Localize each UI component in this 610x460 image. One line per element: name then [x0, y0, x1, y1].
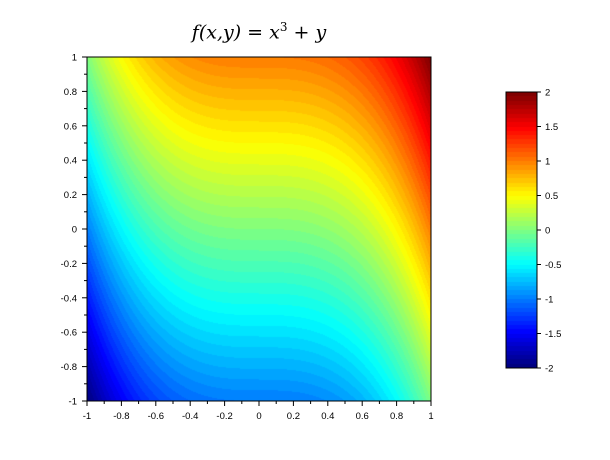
x-tick-label: 0.4: [321, 411, 334, 422]
y-tick-label: 1: [72, 53, 77, 64]
colorbar-tick-label: 1: [545, 157, 550, 168]
title-suffix: + y: [287, 21, 327, 44]
x-tick-label: -0.2: [216, 411, 232, 422]
y-tick-label: 0.6: [64, 121, 77, 132]
colorbar-tick-label: -1.5: [545, 329, 561, 340]
y-tick-label: 0: [72, 225, 77, 236]
y-tick-label: -0.4: [61, 293, 77, 304]
colorbar-tick-label: 2: [545, 88, 550, 99]
colorbar-tick-label: -1: [545, 295, 553, 306]
chart-title: f(x,y) = x3 + y: [0, 20, 518, 43]
colorbar-tick-label: -0.5: [545, 260, 561, 271]
colorbar-tick-label: 0: [545, 226, 550, 237]
y-tick-label: -0.6: [61, 328, 77, 339]
x-tick-label: 0.2: [287, 411, 300, 422]
x-tick-label: -0.8: [113, 411, 129, 422]
title-exponent: 3: [279, 20, 288, 34]
heatmap-surface: [87, 57, 431, 401]
title-prefix: f(x,y) = x: [191, 21, 280, 44]
y-tick-label: -0.2: [61, 259, 77, 270]
x-tick-label: 0: [256, 411, 261, 422]
y-tick-label: 0.4: [64, 156, 77, 167]
y-tick-label: -0.8: [61, 362, 77, 373]
colorbar-tick-label: -2: [545, 364, 553, 375]
x-tick-label: -1: [83, 411, 91, 422]
y-tick-label: 0.2: [64, 190, 77, 201]
y-tick-label: 0.8: [64, 87, 77, 98]
x-tick-label: 0.8: [390, 411, 403, 422]
colorbar-tick-label: 1.5: [545, 122, 558, 133]
x-tick-label: -0.4: [182, 411, 198, 422]
y-tick-label: -1: [69, 397, 77, 408]
x-tick-label: 1: [428, 411, 433, 422]
x-tick-label: -0.6: [148, 411, 164, 422]
x-tick-label: 0.6: [356, 411, 369, 422]
colorbar-tick-label: 0.5: [545, 191, 558, 202]
colorbar-gradient: [506, 92, 537, 368]
